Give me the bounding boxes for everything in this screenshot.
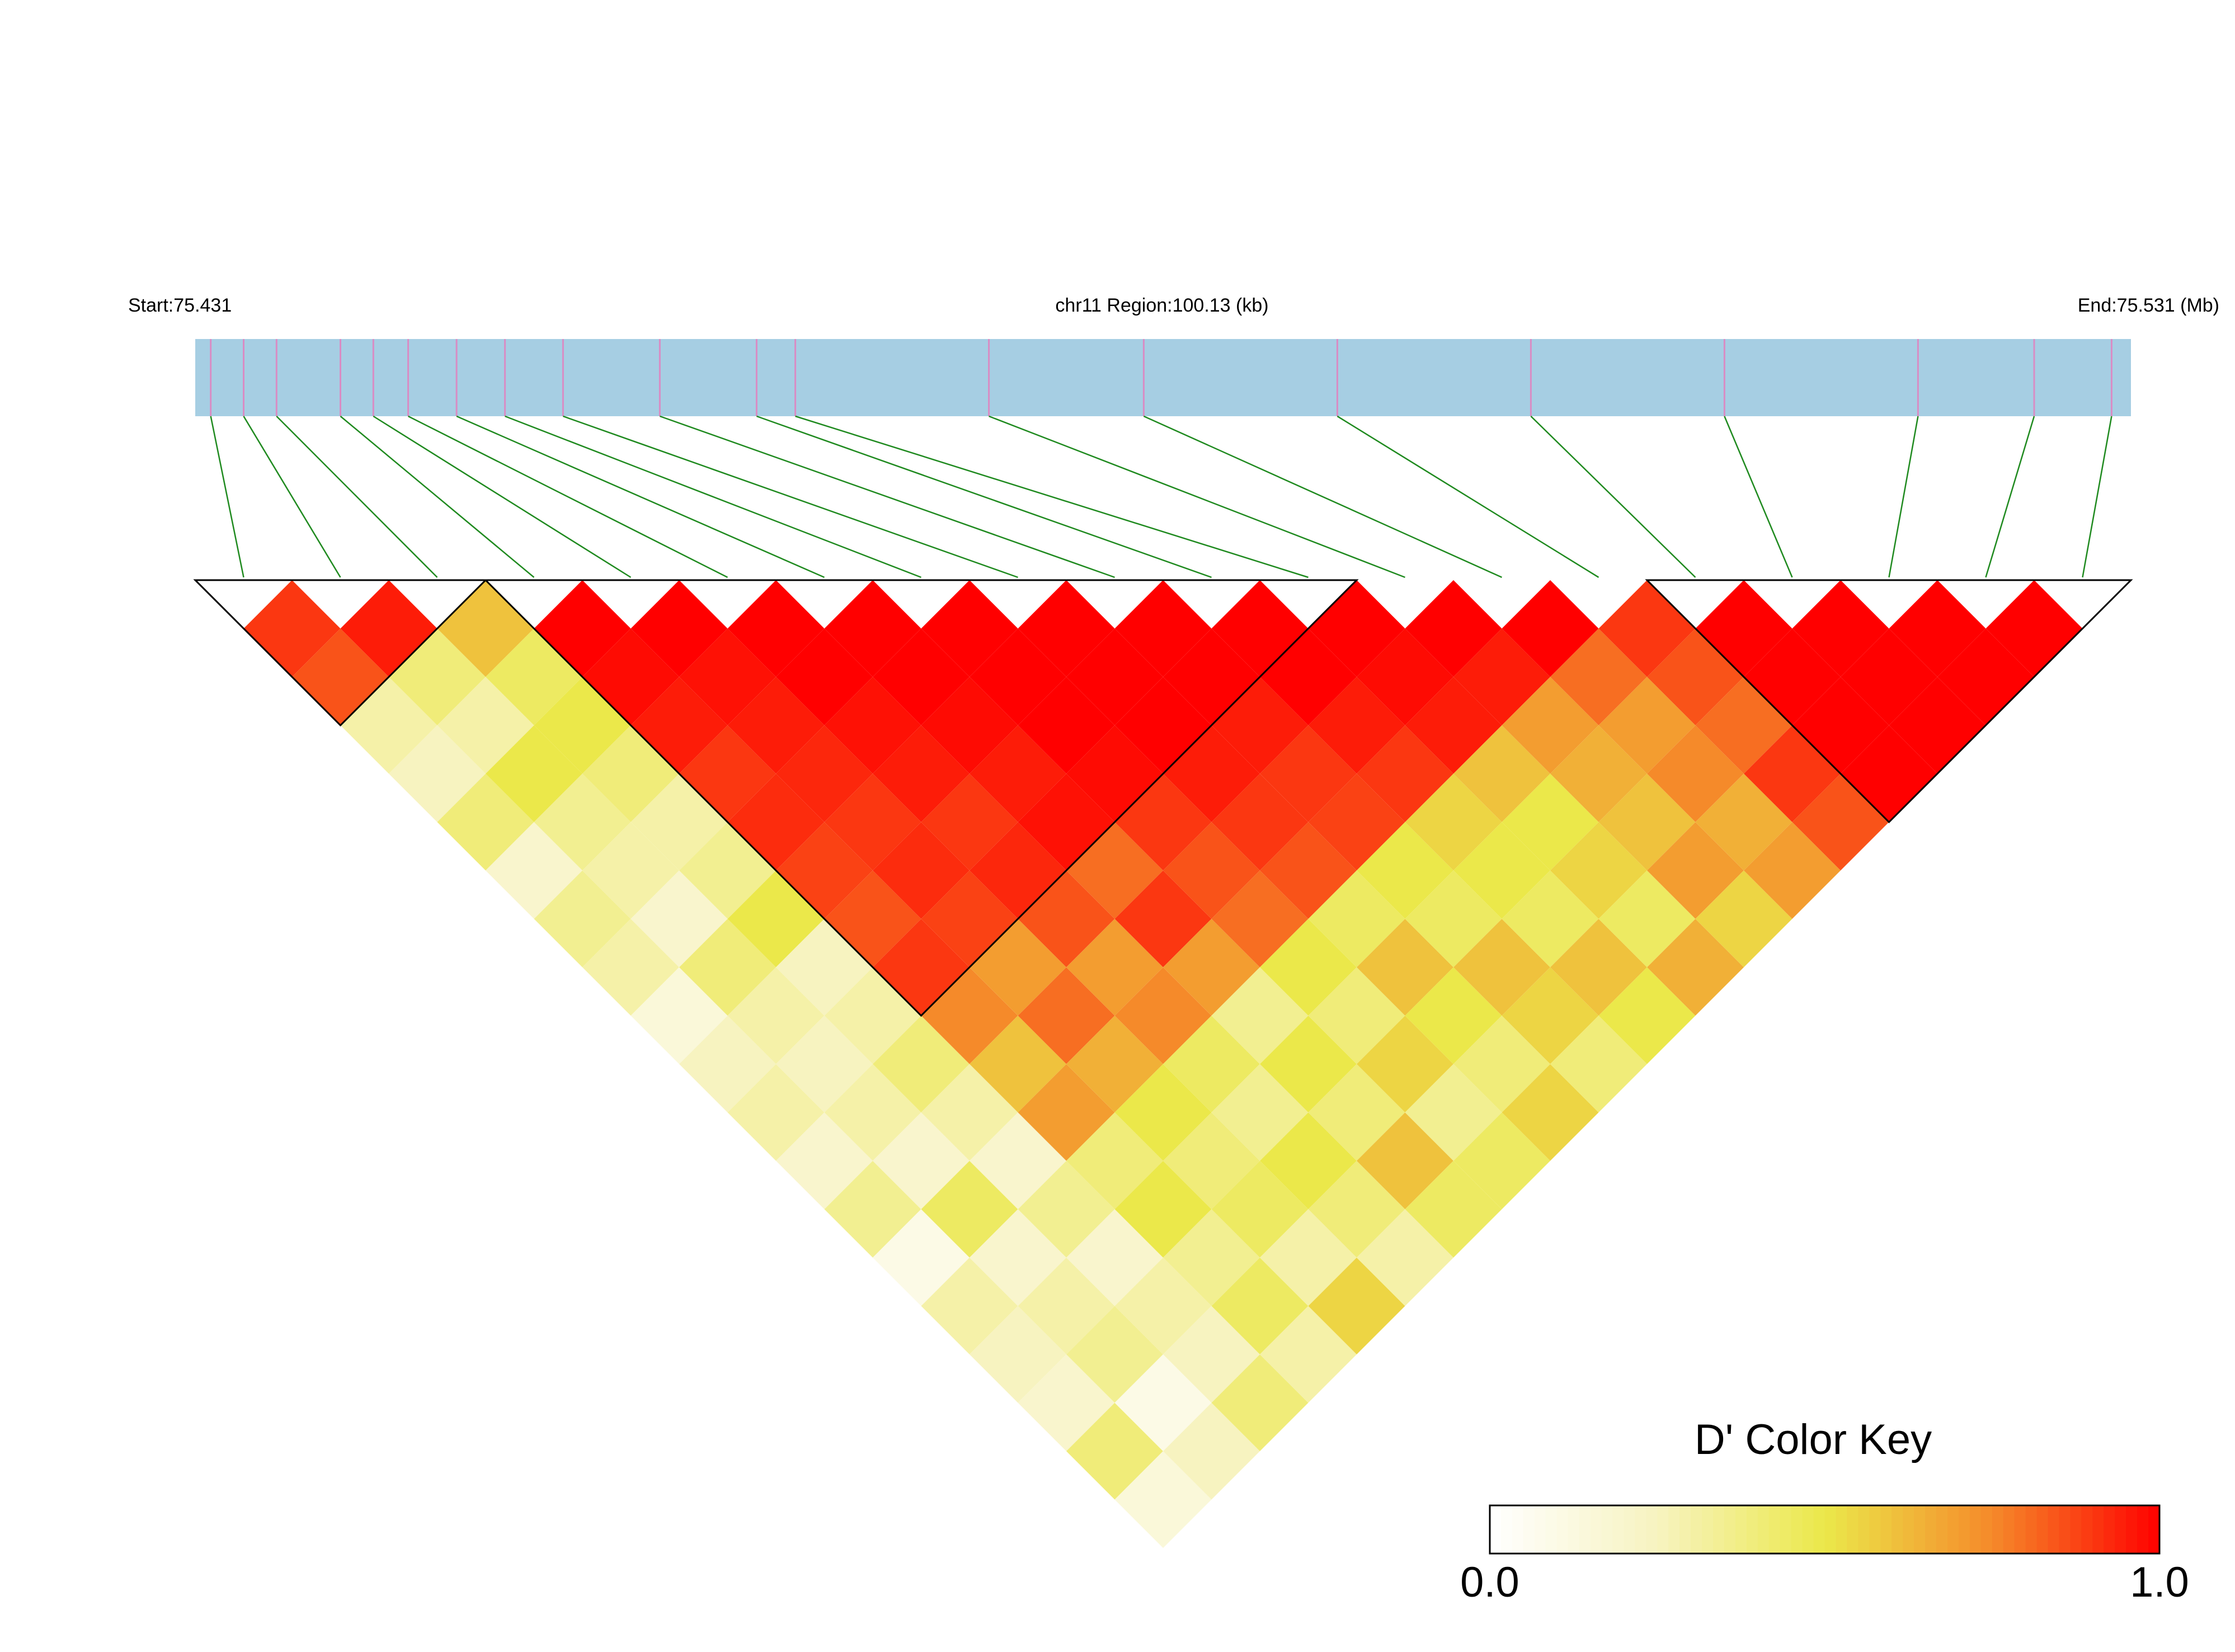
key-swatch — [1958, 1505, 1970, 1554]
key-title: D' Color Key — [1695, 1416, 1932, 1463]
snp-link — [756, 415, 1212, 578]
key-swatch — [2048, 1505, 2060, 1554]
key-swatch — [2036, 1505, 2049, 1554]
key-swatch — [1947, 1505, 1959, 1554]
snp-link — [1530, 416, 1696, 578]
key-swatch — [2025, 1505, 2038, 1554]
key-swatch — [1601, 1505, 1613, 1554]
key-swatch — [1579, 1505, 1591, 1554]
key-tick-label: 0.0 — [1460, 1559, 1519, 1606]
key-swatch — [1612, 1505, 1624, 1554]
key-swatch — [2126, 1505, 2138, 1554]
key-swatch — [1490, 1505, 1502, 1554]
key-swatch — [2104, 1505, 2115, 1554]
snp-link — [659, 415, 1115, 578]
snp-link — [1724, 416, 1793, 578]
key-swatch — [1691, 1505, 1702, 1554]
key-swatch — [1858, 1505, 1870, 1554]
key-swatch — [1646, 1505, 1658, 1554]
key-swatch — [1836, 1505, 1847, 1554]
key-swatch — [1534, 1505, 1546, 1554]
key-swatch — [2092, 1505, 2104, 1554]
key-swatch — [1936, 1505, 1948, 1554]
key-swatch — [1713, 1505, 1725, 1554]
key-swatch — [1969, 1505, 1982, 1554]
key-swatch — [2115, 1505, 2126, 1554]
key-swatch — [1556, 1505, 1569, 1554]
key-swatch — [1702, 1505, 1714, 1554]
key-swatch — [1925, 1505, 1937, 1554]
key-swatch — [1914, 1505, 1926, 1554]
key-swatch — [1657, 1505, 1669, 1554]
snp-link — [340, 416, 535, 578]
key-swatch — [1880, 1505, 1892, 1554]
key-swatch — [2137, 1505, 2149, 1554]
key-swatch — [1500, 1505, 1513, 1554]
key-swatch — [1824, 1505, 1837, 1554]
key-swatch — [1992, 1505, 2004, 1554]
key-tick-label: 1.0 — [2130, 1559, 2189, 1606]
snp-link — [989, 415, 1405, 578]
key-swatch — [1512, 1505, 1524, 1554]
snp-link — [373, 415, 632, 578]
snp-link — [562, 415, 1018, 578]
key-swatch — [1780, 1505, 1792, 1554]
snp-link — [505, 415, 921, 578]
key-swatch — [1735, 1505, 1747, 1554]
snp-link — [243, 416, 341, 578]
key-swatch — [1624, 1505, 1635, 1554]
key-swatch — [1635, 1505, 1646, 1554]
key-swatch — [1891, 1505, 1903, 1554]
snp-link — [2082, 416, 2112, 578]
key-swatch — [1903, 1505, 1914, 1554]
key-swatch — [2081, 1505, 2093, 1554]
snp-link — [408, 415, 728, 578]
region-label: chr11 Region:100.13 (kb) — [1055, 295, 1268, 316]
key-frame — [1489, 1504, 2161, 1555]
key-swatch — [1869, 1505, 1881, 1554]
key-swatch — [1746, 1505, 1758, 1554]
key-swatch — [2148, 1505, 2160, 1554]
ld-block — [1645, 579, 2133, 823]
snp-link — [795, 415, 1309, 578]
key-swatch — [1791, 1505, 1803, 1554]
snp-link — [276, 416, 438, 578]
key-swatch — [1757, 1505, 1770, 1554]
ld-block — [193, 579, 488, 727]
snp-link — [210, 416, 244, 578]
key-swatch — [1545, 1505, 1558, 1554]
key-swatch — [2070, 1505, 2082, 1554]
key-swatch — [1590, 1505, 1602, 1554]
key-swatch — [1668, 1505, 1680, 1554]
key-swatch — [1724, 1505, 1736, 1554]
key-swatch — [1523, 1505, 1535, 1554]
key-swatch — [2003, 1505, 2015, 1554]
key-swatch — [1980, 1505, 1993, 1554]
snp-link — [1985, 416, 2035, 578]
ld-block — [483, 579, 1359, 1017]
key-swatch — [1847, 1505, 1858, 1554]
key-swatch — [2059, 1505, 2071, 1554]
key-swatch — [1768, 1505, 1781, 1554]
position-track — [195, 339, 2131, 416]
snp-link — [456, 415, 825, 578]
key-swatch — [1679, 1505, 1691, 1554]
key-swatch — [1813, 1505, 1825, 1554]
key-swatch — [1802, 1505, 1814, 1554]
start-label: Start:75.431 — [128, 295, 232, 316]
snp-link — [1143, 415, 1503, 578]
snp-link — [1337, 415, 1599, 578]
end-label: End:75.531 (Mb) — [2078, 295, 2219, 316]
key-swatch — [1568, 1505, 1580, 1554]
key-swatch — [2014, 1505, 2026, 1554]
snp-link — [1888, 416, 1919, 578]
